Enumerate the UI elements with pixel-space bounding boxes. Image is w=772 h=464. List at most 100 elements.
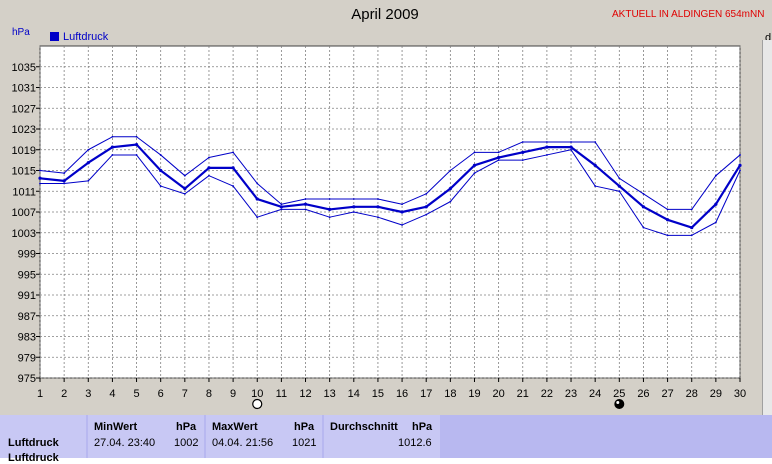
data-point-min [425,213,428,216]
data-point-min [159,185,162,187]
y-tick-label: 1035 [12,62,36,74]
x-tick-label: 19 [468,388,480,400]
x-tick-label: 12 [299,388,311,400]
data-point-mean [400,210,404,214]
clipped-label: d [765,32,772,44]
data-point-min [739,169,741,172]
data-point-min [497,159,500,162]
y-tick-label: 1007 [12,207,36,219]
data-point-max [280,203,283,206]
data-point-mean [521,150,525,154]
data-point-mean [183,187,187,191]
data-point-mean [376,205,380,209]
data-point-max [570,141,572,143]
data-point-mean [231,166,235,170]
y-tick-label: 1027 [12,103,36,115]
stats-label-cell: Luftdruck Luftdruck [0,415,86,464]
x-tick-label: 28 [686,388,698,400]
x-tick-label: 3 [85,388,91,400]
data-point-min [714,221,717,224]
x-tick-label: 26 [637,388,649,400]
avg-value: 1012.6 [398,437,432,449]
max-unit: hPa [294,421,315,433]
x-tick-label: 23 [565,388,577,400]
new-moon-icon [614,399,625,409]
data-point-min [328,216,331,219]
x-tick-label: 25 [613,388,625,400]
data-point-max [39,169,41,172]
data-point-mean [352,205,356,209]
data-point-max [232,151,235,154]
y-tick-label: 983 [18,332,36,344]
data-point-max [473,151,476,154]
data-point-mean [617,184,621,188]
x-tick-label: 16 [396,388,408,400]
data-point-mean [159,168,163,173]
max-header: MaxWert [212,421,258,433]
data-point-mean [665,218,670,222]
data-point-min [39,182,41,185]
data-point-max [521,141,524,143]
data-point-mean [424,205,428,209]
y-tick-label: 1031 [12,83,36,95]
data-point-max [401,203,403,206]
max-value: 1021 [292,437,317,449]
stats-avg-cell: Durchschnitt hPa 1012.6 [324,415,440,458]
data-point-max [328,198,331,200]
data-point-max [256,182,259,185]
max-time: 04.04. 21:56 [212,437,274,449]
y-tick-label: 995 [18,269,36,281]
data-point-max [87,148,90,151]
y-tick-label: 991 [18,290,36,302]
data-point-min [111,154,114,156]
x-tick-label: 30 [734,388,746,400]
data-point-min [352,211,355,213]
station-current-label[interactable]: AKTUELL IN ALDINGEN 654mNN [612,9,765,20]
y-tick-label: 1003 [12,228,36,240]
data-point-min [256,216,259,219]
x-tick-label: 29 [710,388,722,400]
y-tick-label: 1011 [12,186,36,198]
side-scroll-strip[interactable] [762,40,772,415]
x-tick-label: 14 [348,388,360,400]
data-point-mean [472,163,477,167]
x-tick-label: 21 [517,388,529,400]
x-tick-label: 10 [251,388,263,400]
x-tick-label: 18 [444,388,456,400]
data-point-min [280,208,283,211]
x-tick-label: 22 [541,388,553,400]
data-point-min [304,208,307,211]
data-point-max [594,141,597,143]
data-point-mean [714,202,718,206]
stats-table: Luftdruck Luftdruck MinWert hPa 27.04. 2… [0,415,772,464]
data-point-min [87,179,90,182]
full-moon-icon [252,398,263,410]
x-tick-label: 2 [61,388,67,400]
stats-row-label: Luftdruck [8,437,59,449]
data-point-min [666,234,669,237]
stats-min-cell: MinWert hPa 27.04. 23:40 1002 [88,415,204,458]
data-point-mean [38,176,42,180]
x-tick-label: 7 [182,388,188,400]
data-point-max [304,198,307,200]
data-point-min [377,216,379,219]
x-tick-label: 17 [420,388,432,400]
series-line-max [39,136,741,210]
stats-max-cell: MaxWert hPa 04.04. 21:56 1021 [206,415,322,458]
data-point-mean [279,205,283,209]
y-axis-unit: hPa [12,27,30,38]
data-point-min [473,172,476,174]
series-line-min [40,149,741,236]
data-point-mean [569,145,573,149]
data-point-mean [303,202,308,206]
data-point-max [690,208,693,211]
data-point-max [183,174,186,177]
data-point-max [425,192,428,195]
data-point-max [714,174,717,177]
legend-swatch [50,32,59,41]
y-tick-label: 999 [18,249,36,261]
x-tick-label: 4 [109,388,115,400]
data-point-mean [738,163,742,167]
data-point-min [135,154,138,156]
data-point-min [401,224,403,226]
